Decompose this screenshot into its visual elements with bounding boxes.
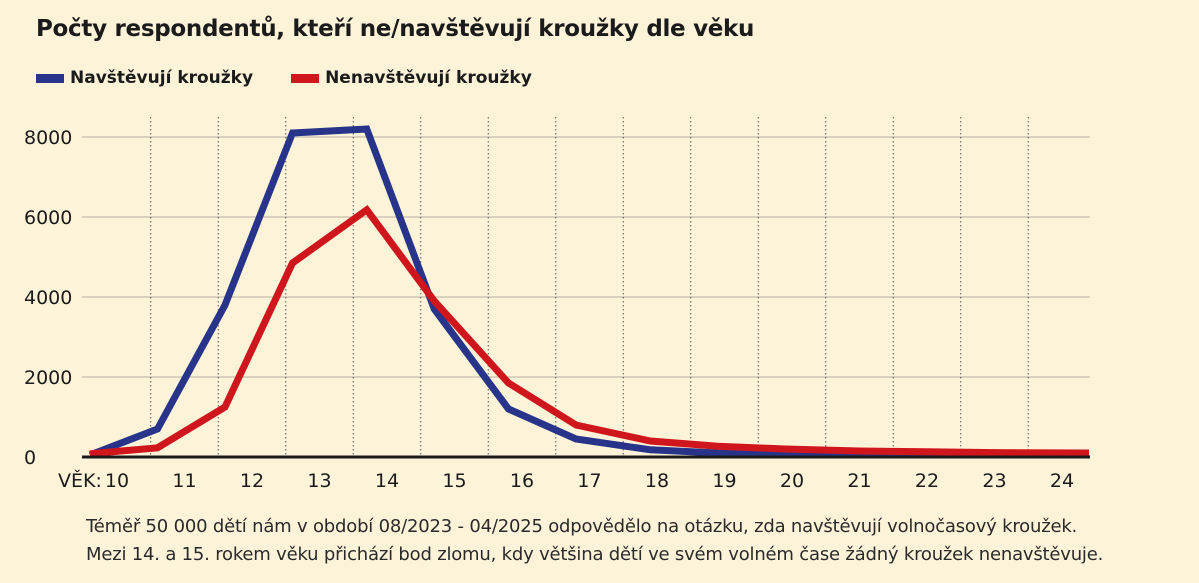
y-tick-label: 2000 <box>24 367 72 389</box>
x-tick-label: 17 <box>577 470 601 492</box>
legend-swatch-attend <box>36 73 64 83</box>
x-tick-label: 10 <box>105 470 129 492</box>
x-tick-label: 19 <box>712 470 736 492</box>
legend-label-not-attend: Nenavštěvují kroužky <box>325 68 532 88</box>
legend: Navštěvují kroužky Nenavštěvují kroužky <box>36 68 570 88</box>
footnote: Téměř 50 000 dětí nám v období 08/2023 -… <box>86 513 1103 569</box>
legend-item-not-attend: Nenavštěvují kroužky <box>291 68 532 88</box>
x-tick-label: 14 <box>375 470 399 492</box>
x-tick-label: 13 <box>307 470 331 492</box>
x-tick-label: 18 <box>645 470 669 492</box>
x-tick-label: 23 <box>982 470 1006 492</box>
legend-item-attend: Navštěvují kroužky <box>36 68 253 88</box>
footnote-line-1: Téměř 50 000 dětí nám v období 08/2023 -… <box>86 516 1078 537</box>
y-tick-label: 8000 <box>24 127 72 149</box>
legend-swatch-not-attend <box>291 73 320 83</box>
y-tick-label: 0 <box>24 447 36 469</box>
x-tick-label: 22 <box>915 470 939 492</box>
x-tick-label: 20 <box>780 470 804 492</box>
x-tick-label: 24 <box>1050 470 1074 492</box>
x-axis-prefix: VĚK: <box>58 469 102 492</box>
y-tick-label: 4000 <box>24 287 72 309</box>
y-tick-label: 6000 <box>24 207 72 229</box>
series-line-1 <box>89 204 1090 458</box>
x-tick-label: 11 <box>172 470 196 492</box>
chart-title: Počty respondentů, kteří ne/navštěvují k… <box>36 16 755 42</box>
x-tick-label: 16 <box>510 470 534 492</box>
x-tick-label: 21 <box>847 470 871 492</box>
x-tick-label: 12 <box>240 470 264 492</box>
series-line-0 <box>88 125 1089 459</box>
footnote-line-2: Mezi 14. a 15. rokem věku přichází bod z… <box>86 544 1104 565</box>
x-tick-label: 15 <box>442 470 466 492</box>
legend-label-attend: Navštěvují kroužky <box>70 68 254 88</box>
